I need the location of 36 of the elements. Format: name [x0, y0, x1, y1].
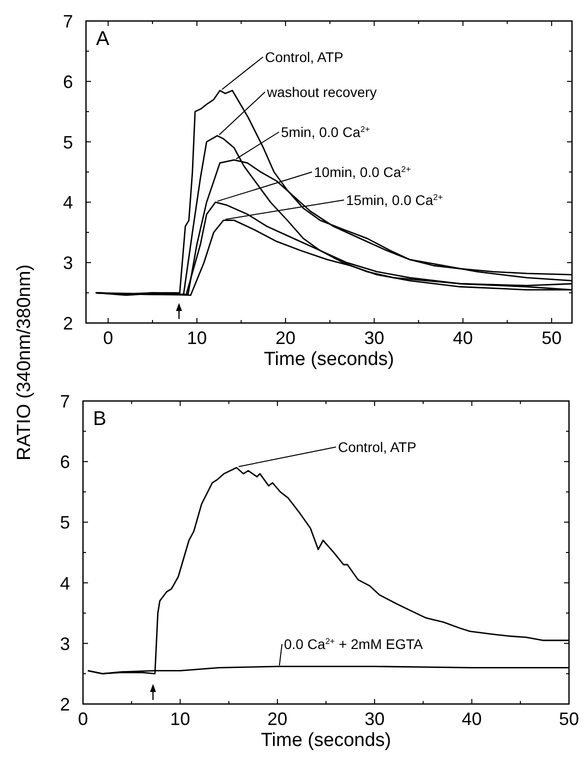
- text: 5min, 0.0 Ca$^{2+}$: [281, 124, 370, 140]
- x-tick-label: 30: [364, 709, 385, 729]
- y-tick-label: 3: [60, 634, 70, 654]
- x-tick-label: 40: [462, 709, 482, 729]
- x-tick-label: 10: [186, 328, 207, 348]
- text: Control, ATP: [265, 49, 344, 65]
- text: 10min, 0.0 Ca$^{2+}$: [314, 164, 411, 180]
- x-tick-label: 30: [364, 328, 384, 348]
- y-axis-title: RATIO (340nm/380nm): [14, 264, 35, 461]
- x-tick-label: 20: [267, 709, 288, 729]
- text: 15min, 0.0 Ca$^{2+}$: [346, 192, 443, 208]
- y-tick-label: 7: [60, 392, 70, 412]
- series-label: 0.0 Ca$^{2+}$ + 2mM EGTA: [284, 636, 424, 652]
- x-tick-label: 50: [542, 328, 562, 348]
- x-axis-title: Time (seconds): [264, 349, 394, 370]
- x-axis-title: Time (seconds): [260, 730, 392, 751]
- y-tick-label: 7: [62, 12, 74, 32]
- x-tick-label: 0: [103, 328, 114, 348]
- chart-title: A: [96, 28, 110, 50]
- y-tick-label: 4: [60, 573, 70, 594]
- y-tick-label: 3: [62, 253, 74, 274]
- y-tick-label: 6: [60, 452, 70, 472]
- x-tick-label: 10: [170, 709, 190, 729]
- x-tick-label: 20: [276, 328, 296, 348]
- y-tick-label: 6: [62, 72, 74, 92]
- text: washout recovery: [266, 84, 377, 100]
- x-tick-label: 50: [558, 709, 580, 729]
- y-tick-label: 2: [60, 694, 70, 714]
- y-tick-label: 5: [60, 512, 70, 533]
- y-tick-label: 4: [62, 192, 74, 213]
- y-tick-label: 2: [62, 314, 74, 334]
- chart-title: B: [93, 408, 106, 430]
- text: Control, ATP: [338, 439, 416, 455]
- x-tick-label: 0: [78, 709, 88, 729]
- x-tick-label: 40: [452, 328, 473, 348]
- y-tick-label: 5: [62, 132, 74, 152]
